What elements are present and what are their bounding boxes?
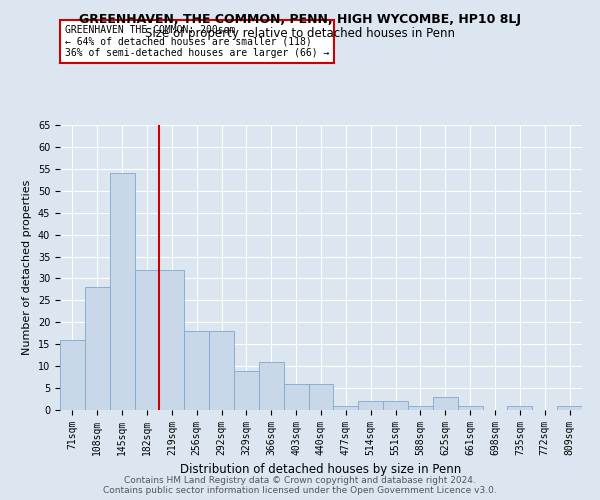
- Text: GREENHAVEN THE COMMON: 200sqm
← 64% of detached houses are smaller (118)
36% of : GREENHAVEN THE COMMON: 200sqm ← 64% of d…: [65, 25, 329, 58]
- Bar: [234, 370, 259, 410]
- Bar: [259, 362, 284, 410]
- Bar: [209, 331, 234, 410]
- Text: GREENHAVEN, THE COMMON, PENN, HIGH WYCOMBE, HP10 8LJ: GREENHAVEN, THE COMMON, PENN, HIGH WYCOM…: [79, 12, 521, 26]
- Bar: [60, 340, 85, 410]
- Bar: [110, 173, 134, 410]
- Bar: [408, 406, 433, 410]
- Bar: [358, 401, 383, 410]
- Bar: [134, 270, 160, 410]
- Bar: [383, 401, 408, 410]
- Bar: [458, 406, 482, 410]
- Bar: [508, 406, 532, 410]
- X-axis label: Distribution of detached houses by size in Penn: Distribution of detached houses by size …: [181, 464, 461, 476]
- Bar: [160, 270, 184, 410]
- Bar: [184, 331, 209, 410]
- Y-axis label: Number of detached properties: Number of detached properties: [22, 180, 32, 355]
- Text: Contains HM Land Registry data © Crown copyright and database right 2024.
Contai: Contains HM Land Registry data © Crown c…: [103, 476, 497, 495]
- Bar: [433, 397, 458, 410]
- Text: Size of property relative to detached houses in Penn: Size of property relative to detached ho…: [145, 28, 455, 40]
- Bar: [557, 406, 582, 410]
- Bar: [334, 406, 358, 410]
- Bar: [85, 287, 110, 410]
- Bar: [284, 384, 308, 410]
- Bar: [308, 384, 334, 410]
